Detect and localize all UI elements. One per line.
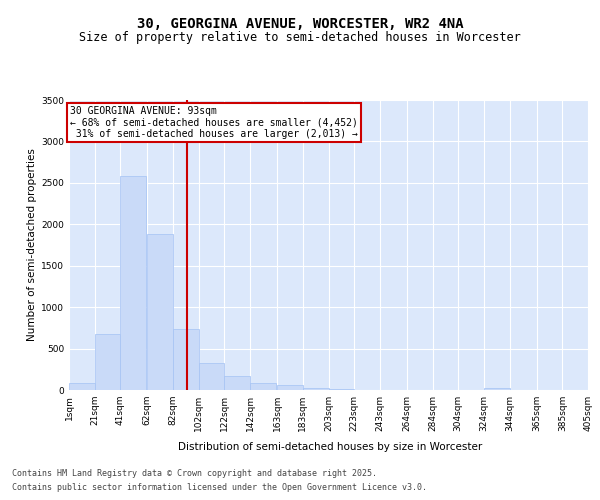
Bar: [250, 383, 276, 390]
Bar: [95, 334, 121, 390]
Text: Contains public sector information licensed under the Open Government Licence v3: Contains public sector information licen…: [12, 484, 427, 492]
Text: Contains HM Land Registry data © Crown copyright and database right 2025.: Contains HM Land Registry data © Crown c…: [12, 468, 377, 477]
Bar: [121, 176, 146, 390]
Bar: [329, 389, 354, 390]
Bar: [303, 388, 329, 390]
Text: 30, GEORGINA AVENUE, WORCESTER, WR2 4NA: 30, GEORGINA AVENUE, WORCESTER, WR2 4NA: [137, 18, 463, 32]
Text: Distribution of semi-detached houses by size in Worcester: Distribution of semi-detached houses by …: [178, 442, 482, 452]
Y-axis label: Number of semi-detached properties: Number of semi-detached properties: [27, 148, 37, 342]
Bar: [484, 388, 509, 390]
Bar: [69, 384, 95, 390]
Bar: [173, 328, 199, 390]
Bar: [199, 362, 224, 390]
Bar: [277, 386, 303, 390]
Text: Size of property relative to semi-detached houses in Worcester: Size of property relative to semi-detach…: [79, 31, 521, 44]
Bar: [148, 234, 173, 390]
Text: 30 GEORGINA AVENUE: 93sqm
← 68% of semi-detached houses are smaller (4,452)
 31%: 30 GEORGINA AVENUE: 93sqm ← 68% of semi-…: [70, 106, 358, 139]
Bar: [224, 376, 250, 390]
